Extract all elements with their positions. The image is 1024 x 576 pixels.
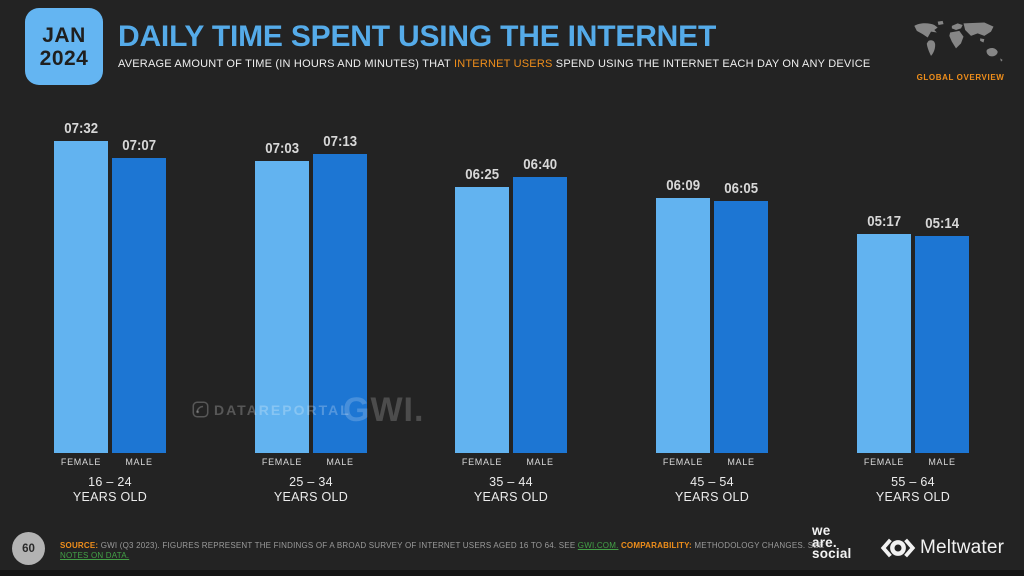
source-link[interactable]: NOTES ON DATA.: [60, 551, 130, 560]
date-badge: JAN 2024: [25, 8, 103, 85]
age-group-4554: 06:09 06:05 FEMALE MALE 45 – 54 YEARS OLD: [656, 0, 768, 576]
we-are-social-line1: we: [812, 523, 831, 538]
series-label-male: MALE: [727, 457, 755, 467]
bar-value-label-male: 06:40: [523, 156, 557, 173]
series-label-male: MALE: [326, 457, 354, 467]
date-badge-month: JAN: [42, 23, 86, 47]
datareportal-watermark-text: DATAREPORTAL: [214, 401, 351, 418]
bar-column-female: 07:03: [255, 140, 309, 453]
series-label-female: FEMALE: [461, 457, 503, 467]
meltwater-wordmark: Meltwater: [920, 537, 1005, 558]
bar-male: [112, 158, 166, 453]
series-label-male: MALE: [526, 457, 554, 467]
age-group-1624: 07:32 07:07 FEMALE MALE 16 – 24 YEARS OLD: [54, 0, 166, 576]
age-group-3544: 06:25 06:40 FEMALE MALE 35 – 44 YEARS OLD: [455, 0, 567, 576]
bar-value-label-male: 07:07: [122, 137, 156, 154]
age-range-label: 55 – 64: [891, 475, 935, 489]
page-subtitle: AVERAGE AMOUNT OF TIME (IN HOURS AND MIN…: [118, 58, 870, 70]
bar-male: [714, 201, 768, 453]
bar-value-label-male: 07:13: [323, 133, 357, 150]
bars-row: 05:17 05:14: [857, 213, 969, 453]
bar-female: [255, 161, 309, 453]
bar-male: [915, 236, 969, 453]
bar-value-label-female: 06:09: [666, 177, 700, 194]
series-labels-row: FEMALE MALE: [656, 457, 768, 467]
we-are-social-line3: social: [812, 546, 852, 561]
source-segment-5: METHODOLOGY CHANGES. SEE: [691, 541, 825, 550]
age-range-label: 16 – 24: [88, 475, 132, 489]
bar-female: [54, 141, 108, 453]
scope-block: GLOBAL OVERVIEW: [903, 20, 1018, 82]
age-suffix-label: YEARS OLD: [875, 490, 951, 504]
page-title: DAILY TIME SPENT USING THE INTERNET: [118, 20, 717, 53]
bar-column-female: 05:17: [857, 213, 911, 453]
bar-male: [313, 154, 367, 453]
bars-row: 07:32 07:07: [54, 120, 166, 453]
we-are-social-line2: are.: [812, 534, 837, 550]
series-labels-row: FEMALE MALE: [455, 457, 567, 467]
source-line: SOURCE: GWI (Q3 2023). FIGURES REPRESENT…: [60, 541, 830, 561]
series-label-female: FEMALE: [662, 457, 704, 467]
subtitle-highlight: INTERNET USERS: [453, 58, 553, 70]
subtitle-before: AVERAGE AMOUNT OF TIME (IN HOURS AND MIN…: [118, 58, 454, 70]
bar-column-male: 06:05: [714, 180, 768, 453]
bar-value-label-female: 07:32: [64, 120, 98, 137]
bar-column-male: 07:13: [313, 133, 367, 453]
bar-column-male: 07:07: [112, 137, 166, 453]
source-segment-1: GWI (Q3 2023). FIGURES REPRESENT THE FIN…: [98, 541, 578, 550]
bar-value-label-female: 07:03: [265, 140, 299, 157]
age-suffix-label: YEARS OLD: [72, 490, 148, 504]
bar-female: [656, 198, 710, 453]
meltwater-logo: Meltwater: [879, 536, 1004, 560]
meltwater-logo-icon: [880, 538, 916, 558]
bar-value-label-female: 06:25: [465, 166, 499, 183]
bar-column-male: 05:14: [915, 215, 969, 453]
age-range-label: 35 – 44: [489, 475, 533, 489]
age-group-5564: 05:17 05:14 FEMALE MALE 55 – 64 YEARS OLD: [857, 0, 969, 576]
bars-row: 07:03 07:13: [255, 133, 367, 453]
date-badge-year: 2024: [39, 46, 89, 70]
age-suffix-label: YEARS OLD: [473, 490, 549, 504]
datareportal-icon: [192, 401, 209, 418]
series-labels-row: FEMALE MALE: [54, 457, 166, 467]
source-segment-0: SOURCE:: [60, 541, 99, 550]
gwi-watermark: GWI.: [343, 391, 425, 429]
source-segment-4: COMPARABILITY:: [620, 541, 692, 550]
bar-value-label-male: 05:14: [925, 215, 959, 232]
bars-row: 06:25 06:40: [455, 156, 567, 453]
series-label-male: MALE: [125, 457, 153, 467]
age-suffix-label: YEARS OLD: [273, 490, 349, 504]
age-range-label: 25 – 34: [289, 475, 333, 489]
bar-column-female: 06:25: [455, 166, 509, 453]
bar-column-male: 06:40: [513, 156, 567, 453]
datareportal-watermark: DATAREPORTAL: [192, 401, 351, 418]
we-are-social-logo: we are. social: [812, 523, 852, 561]
source-link[interactable]: GWI.COM.: [577, 541, 619, 550]
scope-label: GLOBAL OVERVIEW: [916, 73, 1005, 82]
age-suffix-label: YEARS OLD: [674, 490, 750, 504]
age-group-2534: 07:03 07:13 FEMALE MALE 25 – 34 YEARS OLD: [255, 0, 367, 576]
series-label-male: MALE: [928, 457, 956, 467]
series-labels-row: FEMALE MALE: [857, 457, 969, 467]
bar-value-label-female: 05:17: [867, 213, 901, 230]
bottom-strip: [0, 570, 1024, 576]
series-label-female: FEMALE: [60, 457, 102, 467]
bar-male: [513, 177, 567, 453]
page-number-badge: 60: [12, 532, 45, 565]
bars-row: 06:09 06:05: [656, 177, 768, 453]
subtitle-after: SPEND USING THE INTERNET EACH DAY ON ANY…: [552, 58, 871, 70]
bar-value-label-male: 06:05: [724, 180, 758, 197]
bar-column-female: 06:09: [656, 177, 710, 453]
bar-female: [455, 187, 509, 453]
series-labels-row: FEMALE MALE: [255, 457, 367, 467]
bar-female: [857, 234, 911, 453]
series-label-female: FEMALE: [261, 457, 303, 467]
page-number: 60: [22, 542, 35, 555]
age-range-label: 45 – 54: [690, 475, 734, 489]
bar-column-female: 07:32: [54, 120, 108, 453]
world-map-icon: [913, 20, 1003, 62]
series-label-female: FEMALE: [863, 457, 905, 467]
